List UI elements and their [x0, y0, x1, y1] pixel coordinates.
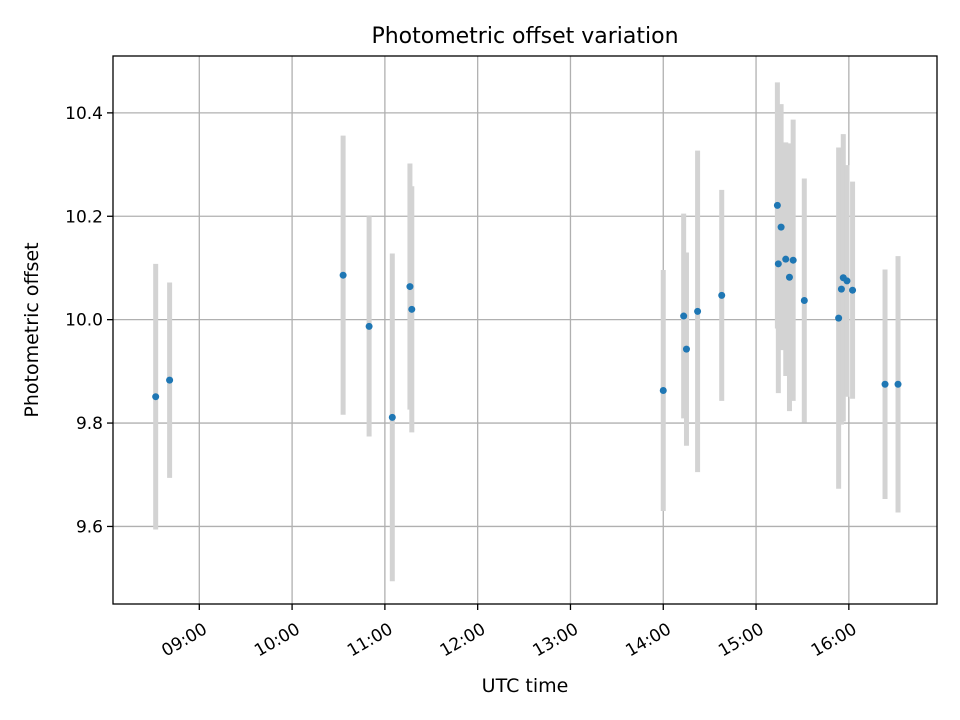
data-point [680, 312, 688, 320]
data-point [835, 314, 843, 322]
data-point [406, 283, 414, 291]
chart-title: Photometric offset variation [371, 24, 678, 49]
y-tick-label: 9.6 [76, 517, 103, 537]
plot-frame [112, 55, 938, 605]
y-tick-label: 9.8 [76, 414, 103, 434]
data-point [789, 256, 797, 264]
data-point [388, 413, 396, 421]
y-axis-label: Photometric offset [21, 242, 43, 417]
data-point [152, 393, 160, 401]
point-layer [152, 201, 902, 421]
data-point [777, 223, 785, 231]
data-point [785, 273, 793, 281]
data-point [800, 297, 808, 305]
data-point [843, 277, 851, 285]
data-point [408, 305, 416, 313]
data-point [773, 201, 781, 209]
data-point [774, 260, 782, 268]
data-point [837, 285, 845, 293]
data-point [894, 380, 902, 388]
y-tick-label: 10.0 [65, 311, 103, 331]
data-point [339, 271, 347, 279]
data-point [682, 345, 690, 353]
x-axis-label: UTC time [482, 675, 569, 697]
data-point [881, 380, 889, 388]
data-point [659, 386, 667, 394]
data-point [166, 376, 174, 384]
data-point [849, 286, 857, 294]
y-tick-label: 10.4 [65, 104, 103, 124]
data-point [365, 322, 373, 330]
data-point [718, 291, 726, 299]
data-point [782, 255, 790, 263]
data-point [694, 307, 702, 315]
y-tick-label: 10.2 [65, 207, 103, 227]
